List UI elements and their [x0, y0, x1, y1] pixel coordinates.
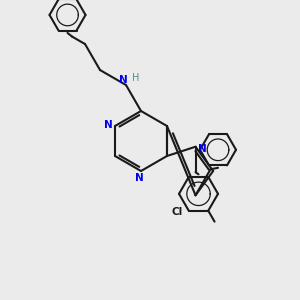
Text: Cl: Cl [172, 207, 183, 217]
Text: H: H [132, 73, 139, 82]
Text: N: N [135, 172, 144, 183]
Text: N: N [198, 144, 206, 154]
Text: N: N [104, 119, 113, 130]
Text: N: N [119, 75, 128, 85]
